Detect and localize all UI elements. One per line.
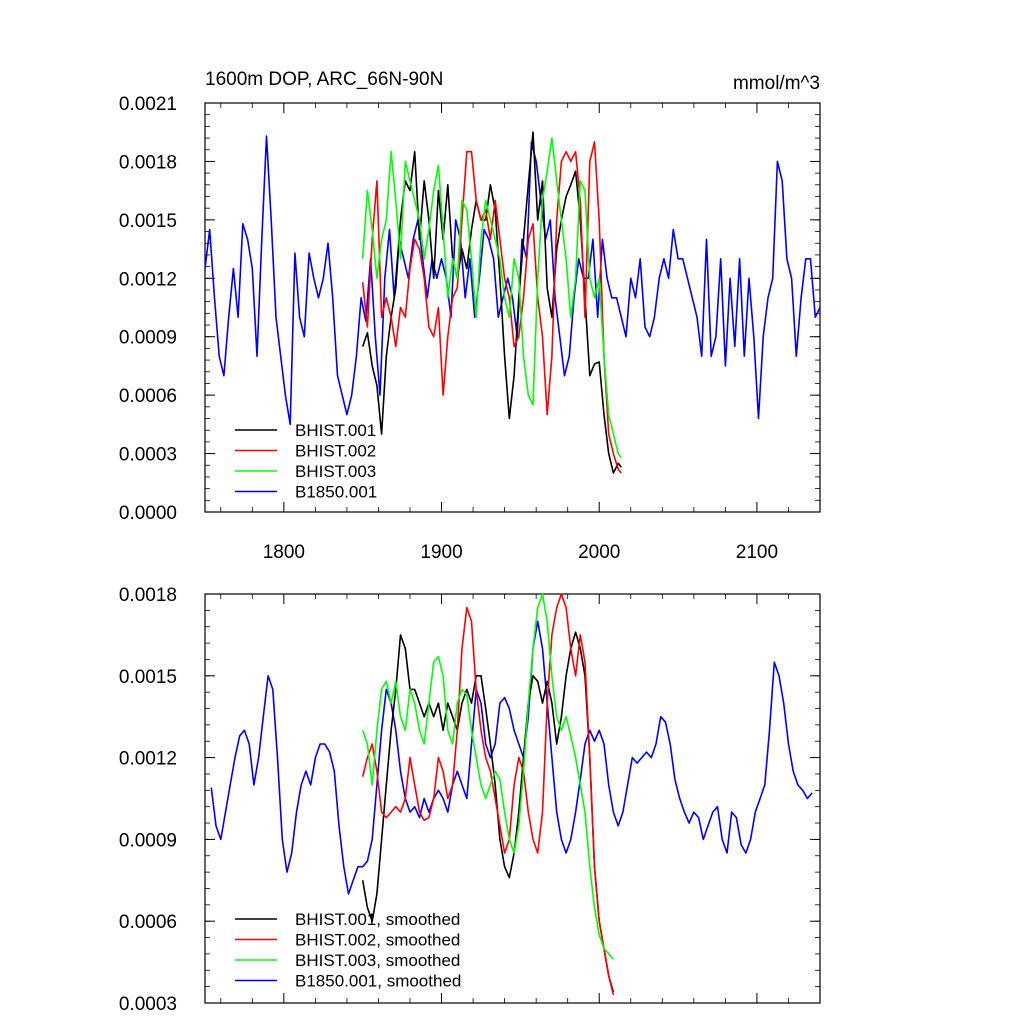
chart-title: 1600m DOP, ARC_66N-90N (205, 69, 443, 90)
y-tick-label: 0.0003 (119, 994, 177, 1015)
legend-label: BHIST.001 (295, 421, 376, 440)
y-tick-label: 0.0012 (119, 749, 177, 770)
legend-label: BHIST.003, smoothed (295, 951, 460, 970)
series-line-bhist-001 (361, 131, 622, 474)
series-line-bhist-001-smoothed (361, 631, 615, 993)
y-tick-label: 0.0012 (119, 269, 177, 290)
series-line-b1850-001 (204, 135, 821, 426)
x-tick-label: 2000 (578, 542, 620, 563)
series-line-b1850-001-smoothed (210, 620, 813, 895)
x-tick-label: 1800 (263, 542, 305, 563)
legend-label: BHIST.001, smoothed (295, 910, 460, 929)
legend-label: B1850.001, smoothed (295, 972, 461, 991)
y-tick-label: 0.0006 (119, 912, 177, 933)
y-tick-label: 0.0015 (119, 211, 177, 232)
units-label: mmol/m^3 (733, 73, 820, 94)
y-tick-label: 0.0009 (119, 830, 177, 851)
y-tick-label: 0.0018 (119, 152, 177, 173)
legend-label: B1850.001 (295, 483, 377, 502)
y-tick-label: 0.0000 (119, 503, 177, 524)
y-tick-label: 0.0015 (119, 667, 177, 688)
y-tick-label: 0.0009 (119, 328, 177, 349)
y-tick-label: 0.0003 (119, 445, 177, 466)
legend-label: BHIST.003 (295, 462, 376, 481)
plot-frame (204, 593, 821, 1004)
legend-label: BHIST.002, smoothed (295, 931, 460, 950)
series-line-bhist-002-smoothed (361, 593, 615, 995)
plot-panel-1: 0.0000 0.0003 0.0006 0.0009 0.0012 0.0015 0.00… (119, 69, 821, 563)
legend-label: BHIST.002 (295, 442, 376, 461)
x-tick-label: 2100 (736, 542, 778, 563)
series-line-bhist-003 (361, 137, 622, 458)
series-line-bhist-003-smoothed (361, 593, 615, 960)
y-tick-label: 0.0006 (119, 386, 177, 407)
y-tick-label: 0.0018 (119, 585, 177, 606)
x-tick-label: 1900 (420, 542, 462, 563)
plot-panel-2: 0.0003 0.0006 0.0009 0.0012 0.0015 0.0018 BHIS… (119, 585, 821, 1015)
y-tick-label: 0.0021 (119, 94, 177, 115)
